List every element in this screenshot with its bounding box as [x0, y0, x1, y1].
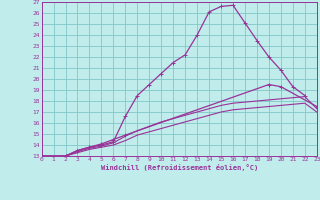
X-axis label: Windchill (Refroidissement éolien,°C): Windchill (Refroidissement éolien,°C) [100, 164, 258, 171]
